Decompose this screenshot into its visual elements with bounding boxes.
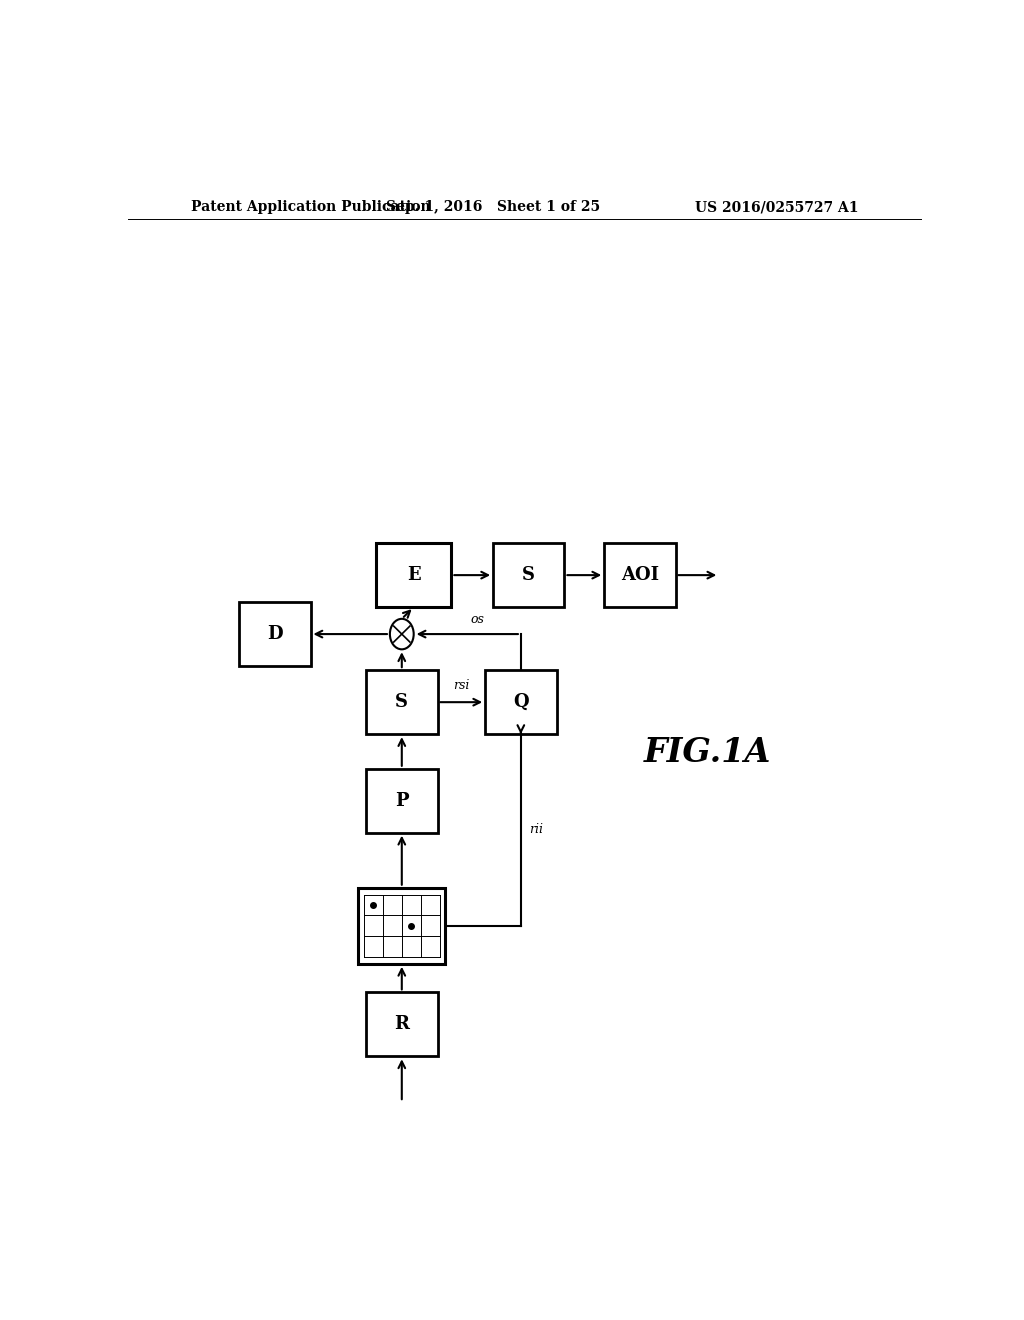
Bar [376, 543, 452, 607]
Text: P: P [395, 792, 409, 809]
Text: Patent Application Publication: Patent Application Publication [191, 201, 431, 214]
Bar [367, 993, 437, 1056]
Text: AOI: AOI [621, 566, 658, 585]
Bar [367, 768, 437, 833]
Text: E: E [407, 566, 421, 585]
Bar [240, 602, 310, 667]
Text: Sep. 1, 2016   Sheet 1 of 25: Sep. 1, 2016 Sheet 1 of 25 [386, 201, 600, 214]
Text: Q: Q [513, 693, 528, 711]
Text: R: R [394, 1015, 410, 1034]
Bar [604, 543, 676, 607]
Text: FIG.1A: FIG.1A [644, 737, 771, 770]
Text: os: os [470, 612, 484, 626]
Text: US 2016/0255727 A1: US 2016/0255727 A1 [694, 201, 858, 214]
Text: S: S [522, 566, 536, 585]
Text: rsi: rsi [454, 678, 469, 692]
Bar [367, 671, 437, 734]
Bar [494, 543, 564, 607]
Text: rii: rii [528, 824, 543, 837]
Bar [485, 671, 557, 734]
Text: D: D [267, 626, 283, 643]
Text: S: S [395, 693, 409, 711]
Bar [358, 887, 445, 964]
